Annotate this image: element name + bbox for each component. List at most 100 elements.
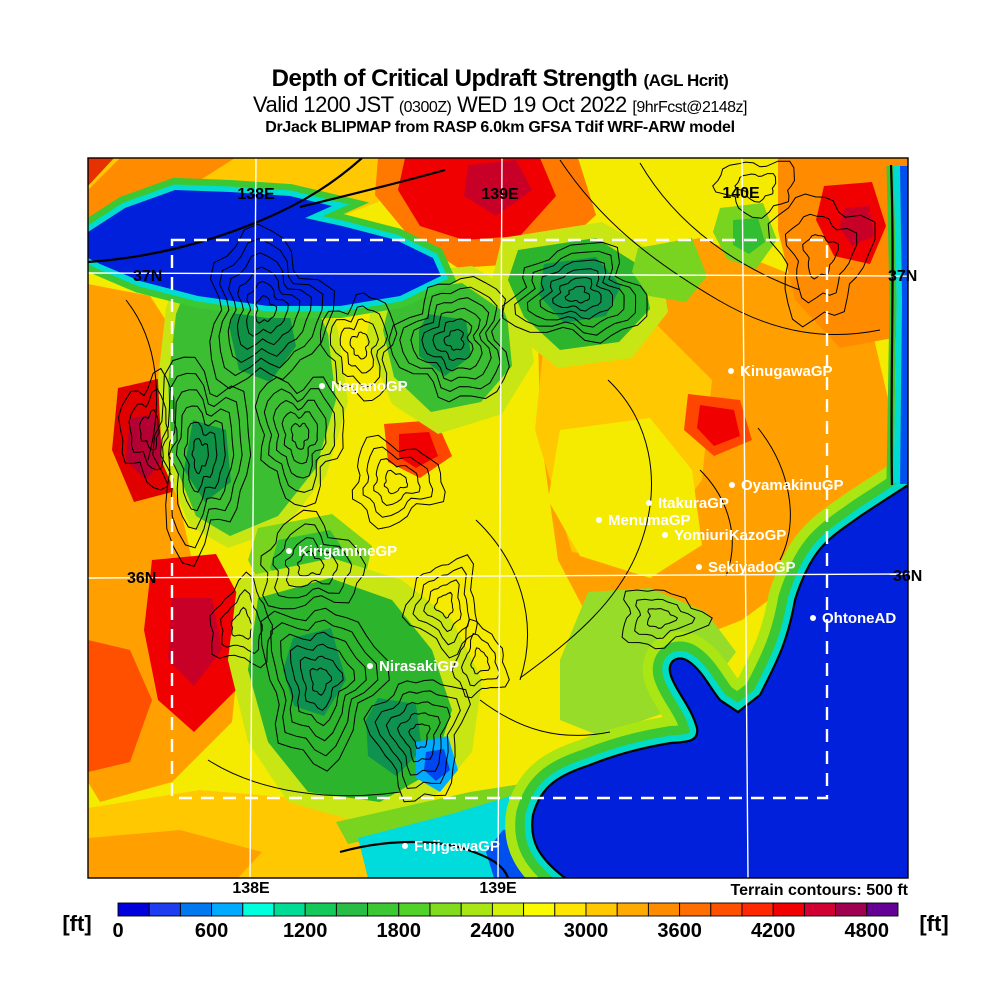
coastline (531, 484, 908, 878)
colorbar-cell-9 (398, 902, 431, 917)
colorbar-cell-11 (460, 902, 493, 917)
terrain-contour (451, 618, 510, 699)
grid-label-138E: 138E (232, 880, 270, 897)
terrain-contour (263, 388, 336, 493)
site-marker-MenumaGP (596, 517, 602, 523)
terrain-contour (299, 655, 344, 712)
coastal-strip-cyan (893, 165, 904, 484)
colorbar-cell-16 (616, 902, 649, 917)
terrain-contour (349, 331, 370, 360)
coastline (339, 840, 510, 878)
colorbar-cell-5 (273, 902, 306, 917)
site-label-NirasakiGP: NirasakiGP (379, 658, 459, 675)
colorbar-tick-3600: 3600 (657, 920, 702, 942)
terrain-contour (138, 408, 160, 451)
colorbar-tick-0: 0 (112, 920, 123, 942)
terrain-contour (470, 647, 491, 675)
terrain-contour (160, 372, 243, 549)
map-border (87, 157, 909, 879)
terrain-contour (175, 405, 226, 512)
unit-label-right: [ft] (919, 911, 948, 936)
unit-label-left: [ft] (62, 911, 91, 936)
terrain-contour (351, 434, 446, 530)
site-marker-OyamakinuGP (729, 482, 735, 488)
terrain-contour (236, 266, 301, 350)
grid-label-36N: 36N (893, 568, 922, 585)
colorbar-cell-6 (304, 902, 337, 917)
colorbar-tick-1800: 1800 (377, 920, 422, 942)
site-marker-SekiyadoGP (696, 564, 702, 570)
terrain-contour (383, 469, 409, 495)
map-region-right-plain-yellow (548, 418, 702, 578)
map-region-ne-green-2-core (733, 218, 765, 254)
terrain-contour (290, 422, 310, 450)
colorbar-cell-13 (523, 902, 556, 917)
terrain-contour (385, 701, 451, 776)
terrain-contour (526, 259, 625, 328)
site-marker-OhtoneAD (810, 615, 816, 621)
terrain-contour (319, 292, 398, 402)
header: Depth of Critical Updraft Strength (AGL … (0, 65, 1000, 137)
terrain-contour (412, 566, 470, 646)
map-region-salps-core2 (366, 698, 422, 776)
site-marker-FujigawaGP (402, 843, 408, 849)
colorbar-cell-1 (148, 902, 181, 917)
map-region-suruga-green (336, 780, 546, 844)
terrain-contour (362, 446, 434, 518)
colorbar-cell-24 (866, 902, 899, 917)
colorbar-tick-1200: 1200 (283, 920, 328, 942)
terrain-contour (246, 280, 289, 337)
map-region-bottomleft-orange (88, 830, 262, 878)
terrain-contour (329, 305, 389, 388)
colorbar-tick-4200: 4200 (751, 920, 796, 942)
terrain-contour (460, 632, 501, 687)
site-label-YomiuriKazoGP: YomiuriKazoGP (674, 527, 786, 544)
valid-date: WED 19 Oct 2022 (456, 92, 627, 118)
terrain-contour (167, 389, 235, 530)
grid-label-140E: 140E (722, 185, 760, 202)
terrain-contour (559, 159, 881, 336)
colorbar-cell-7 (335, 902, 369, 917)
terrain-contour (433, 591, 454, 619)
colorbar: 0 600 1200 1800 2400 3000 3600 4200 4800 [ft] [ft] (62, 902, 949, 942)
grid-label-37N: 37N (133, 268, 162, 285)
terrain-contour (207, 759, 401, 797)
colorbar-cell-21 (772, 902, 805, 917)
colorbar-tick-2400: 2400 (470, 920, 515, 942)
coastal-strip-blue (900, 165, 908, 485)
terrain-contour (363, 679, 471, 803)
colorbar-cell-4 (242, 902, 275, 917)
terrain-contour (699, 469, 733, 577)
site-marker-NaganoGP (319, 383, 325, 389)
map-region-left-darkred-core (126, 414, 166, 480)
valid-fcst: [9hrFcst@2148z] (632, 99, 747, 117)
map-region-kanto-red-core (697, 405, 740, 446)
colorbar-tick-600: 600 (195, 920, 228, 942)
terrain-contour (272, 399, 327, 479)
map-region-topleft-red-corner (88, 158, 114, 186)
map-region-pacific-ocean (532, 485, 908, 878)
colorbar-cell-18 (679, 902, 712, 917)
terrain-contour (117, 367, 178, 491)
terrain-contour (639, 162, 801, 291)
terrain-contour (401, 554, 478, 659)
terrain-contour (272, 523, 353, 599)
terrain-contour (757, 427, 791, 561)
terrain-contour (734, 173, 777, 203)
map-region-topright-darkred (839, 206, 874, 246)
site-marker-KinugawaGP (728, 368, 734, 374)
terrain-contour (255, 295, 278, 324)
terrain-contour (388, 275, 510, 403)
colorbar-tick-3000: 3000 (564, 920, 609, 942)
terrain-contour (289, 643, 356, 727)
colorbar-cell-14 (554, 902, 587, 917)
colorbar-cell-0 (117, 902, 150, 917)
grid-label-36N: 36N (127, 570, 156, 587)
terrain-contour (339, 318, 379, 374)
coastline (889, 164, 894, 486)
site-label-OyamakinuGP: OyamakinuGP (741, 477, 844, 494)
terrain-contour (309, 667, 333, 696)
site-label-FujigawaGP: FujigawaGP (414, 838, 500, 855)
terrain-contour (634, 598, 696, 640)
